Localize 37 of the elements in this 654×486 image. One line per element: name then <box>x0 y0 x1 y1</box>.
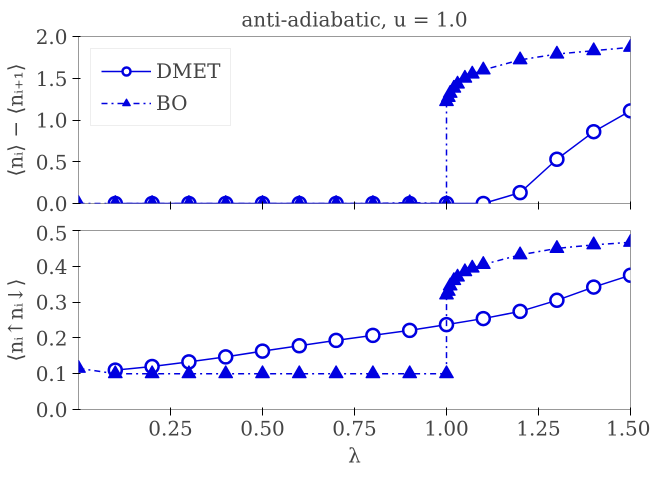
point <box>255 365 270 378</box>
y-axis-title: ⟨nᵢ↑nᵢ↓⟩ <box>4 278 28 362</box>
point <box>476 256 491 270</box>
x-tick-label: 0.25 <box>148 416 193 440</box>
y-tick-label: 0.5 <box>36 222 68 246</box>
point <box>328 365 344 378</box>
point <box>144 365 160 378</box>
y-tick-label: 0.4 <box>36 254 68 279</box>
point <box>402 365 418 378</box>
y-tick-label: 0.5 <box>36 150 68 174</box>
legend-label: DMET <box>156 59 220 83</box>
y-tick-label: 0.0 <box>36 192 68 216</box>
x-tick-label: 1.00 <box>424 416 469 440</box>
point <box>108 365 123 378</box>
point <box>365 365 380 378</box>
x-tick-label: 1.50 <box>606 416 650 440</box>
chart-title: anti-adiabatic, u = 1.0 <box>241 8 468 32</box>
y-tick-label: 0.2 <box>36 326 68 350</box>
point <box>292 365 307 378</box>
y-tick-label: 0.1 <box>36 362 68 386</box>
point <box>512 246 528 260</box>
x-tick-label: 0.50 <box>240 416 285 440</box>
legend-label: BO <box>156 91 188 115</box>
y-tick-label: 1.0 <box>36 108 68 132</box>
x-tick-label: 0.75 <box>332 416 377 440</box>
x-tick-label: 1.25 <box>516 416 561 440</box>
y-axis-title: ⟨nᵢ⟩ − ⟨nᵢ₊₁⟩ <box>4 63 28 177</box>
x-axis-title: λ <box>348 444 362 468</box>
y-tick-label: 1.5 <box>36 66 68 91</box>
point <box>439 365 454 378</box>
y-tick-label: 2.0 <box>36 25 68 49</box>
y-tick-label: 0.3 <box>36 290 68 315</box>
y-tick-label: 0.0 <box>36 398 68 422</box>
point <box>181 365 196 378</box>
point <box>549 240 564 253</box>
point <box>586 236 602 250</box>
point <box>218 365 234 378</box>
